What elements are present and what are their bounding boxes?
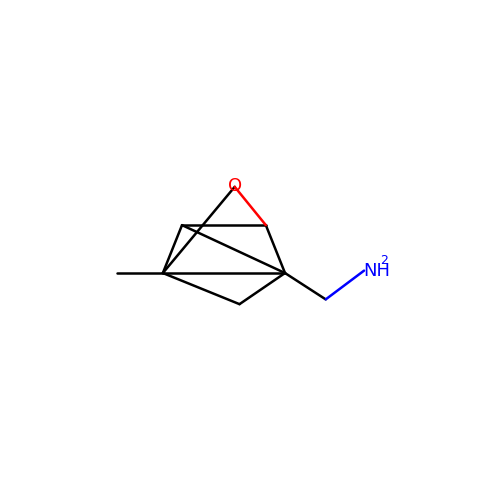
Text: NH: NH: [363, 262, 390, 280]
Text: 2: 2: [380, 254, 388, 267]
Text: O: O: [228, 177, 242, 195]
